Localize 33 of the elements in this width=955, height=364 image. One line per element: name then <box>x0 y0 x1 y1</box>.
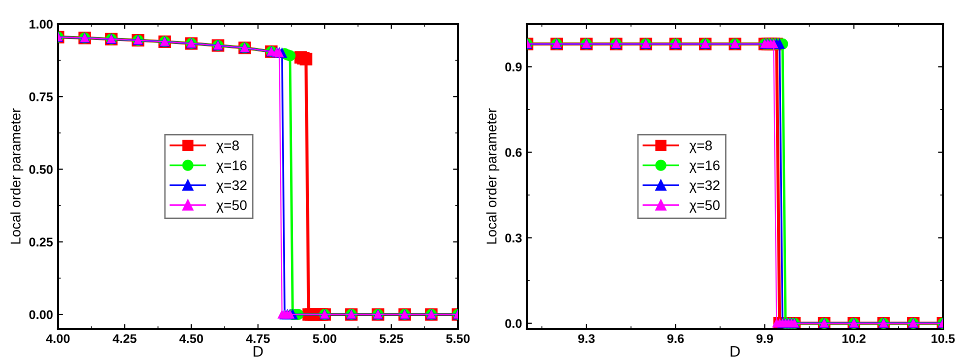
x-axis-title: D <box>254 346 263 357</box>
x-tick-label: 9.6 <box>667 334 684 344</box>
legend-label: χ=8 <box>216 140 239 154</box>
y-tick-label: 0.75 <box>29 92 53 102</box>
y-tick-label: 0.6 <box>505 148 522 157</box>
x-tick-label: 4.75 <box>246 334 270 344</box>
y-tick-label: 0.9 <box>505 62 522 72</box>
y-tick-label: 0.0 <box>505 319 522 328</box>
y-tick-label: 0.00 <box>29 310 53 320</box>
y-axis-title: Local order parameter <box>10 108 24 244</box>
legend-label: χ=32 <box>689 180 720 193</box>
x-tick-label: 10.5 <box>932 334 955 344</box>
x-tick-label: 9.9 <box>756 334 773 344</box>
x-tick-label: 9.3 <box>578 334 595 344</box>
y-axis-title: Local order parameter <box>486 108 500 244</box>
legend-label: χ=50 <box>689 200 720 213</box>
x-tick-label: 5.50 <box>446 334 470 344</box>
x-tick-label: 5.25 <box>380 334 404 344</box>
x-axis-title: D <box>730 346 740 357</box>
legend-label: χ=16 <box>689 160 720 174</box>
legend-label: χ=16 <box>216 160 247 174</box>
x-tick-label: 4.25 <box>112 334 136 344</box>
y-tick-label: 0.3 <box>505 234 522 242</box>
y-tick-label: 0.50 <box>29 165 53 174</box>
x-tick-label: 4.00 <box>46 334 70 344</box>
legend-label: χ=8 <box>689 140 712 154</box>
legend-label: χ=32 <box>216 180 246 193</box>
legend-label: χ=50 <box>216 200 247 213</box>
x-tick-label: 10.2 <box>842 334 866 344</box>
x-tick-label: 5.00 <box>312 334 336 344</box>
x-tick-label: 4.50 <box>179 334 203 344</box>
y-tick-label: 1.00 <box>30 20 53 29</box>
y-tick-label: 0.25 <box>29 238 53 247</box>
